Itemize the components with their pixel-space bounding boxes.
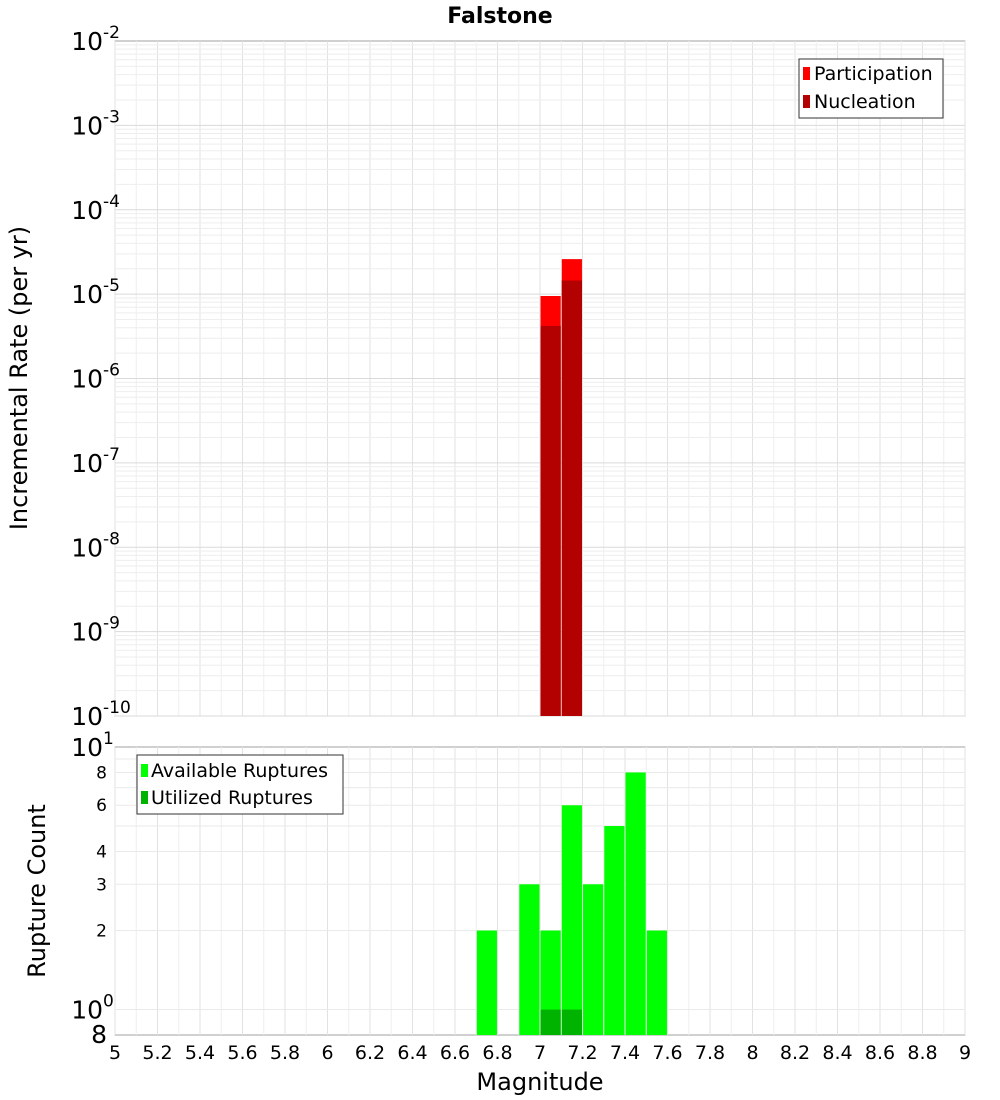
y-tick-exponent: -10 [103,698,131,718]
x-tick-label: 6 [321,1042,333,1064]
legend-swatch-participation [803,67,810,80]
y-tick-label: 8 [96,763,107,783]
x-tick-label: 5.8 [270,1042,300,1064]
x-tick-label: 7.6 [652,1042,682,1064]
rupture-count-y-axis-label: Rupture Count [23,804,51,978]
x-tick-label: 6.2 [355,1042,385,1064]
x-tick-label: 8 [746,1042,758,1064]
y-tick-exponent: -7 [103,445,120,465]
y-tick-exponent: -3 [103,107,120,127]
bar-available-ruptures [646,930,667,1035]
legend-swatch-nucleation [803,95,810,108]
x-tick-label: 9 [959,1042,971,1064]
y-tick-exponent: 1 [103,729,114,749]
x-tick-label: 5.4 [185,1042,215,1064]
incremental-rate-panel: 10-210-310-410-510-610-710-810-910-10 In… [5,23,966,731]
magnitude-x-ticks: 5 5.2 5.4 5.6 5.8 6 6.2 6.4 6.6 6.8 7 7.2 7.4 7.6 7.8 8… [109,1042,971,1064]
incremental-rate-grid [114,41,966,717]
x-tick-label: 7.8 [695,1042,725,1064]
y-tick-label: 10 [71,111,103,140]
y-tick-label: 8 [91,1020,107,1049]
legend-label-available-ruptures: Available Ruptures [151,760,328,782]
legend-swatch-available-ruptures [141,764,148,777]
bar-nucleation [540,325,561,716]
y-tick-label: 10 [71,365,103,394]
x-tick-label: 5 [109,1042,121,1064]
y-tick-label: 2 [96,922,107,942]
x-tick-label: 7.2 [567,1042,597,1064]
incremental-rate-bars [540,259,582,716]
bar-available-ruptures [604,826,625,1035]
bar-available-ruptures [519,884,540,1035]
incremental-rate-legend-box [798,58,944,119]
x-tick-label: 8.4 [822,1042,852,1064]
bar-utilized-ruptures [540,1009,561,1035]
incremental-rate-y-ticks: 10-210-310-410-510-610-710-810-910-10 [71,23,131,731]
y-tick-exponent: -6 [103,361,120,381]
bar-available-ruptures [540,930,561,1035]
magnitude-x-axis-label: Magnitude [476,1068,603,1096]
x-tick-label: 8.6 [865,1042,895,1064]
rupture-count-legend-box [136,754,344,815]
y-tick-label: 10 [71,618,103,647]
y-tick-label: 10 [71,733,103,762]
x-tick-label: 7 [534,1042,546,1064]
y-tick-label: 10 [71,449,103,478]
bar-available-ruptures [476,930,497,1035]
x-tick-label: 8.2 [780,1042,810,1064]
incremental-rate-y-axis-label: Incremental Rate (per yr) [5,226,33,530]
legend-label-nucleation: Nucleation [814,91,916,113]
y-tick-exponent: 0 [103,992,114,1012]
x-tick-label: 5.2 [142,1042,172,1064]
y-tick-exponent: -9 [103,614,120,634]
bar-nucleation [561,280,582,716]
y-tick-label: 10 [71,280,103,309]
x-tick-label: 6.4 [397,1042,427,1064]
y-tick-exponent: -4 [103,192,120,212]
x-tick-label: 5.6 [227,1042,257,1064]
incremental-rate-legend: Participation Nucleation [798,58,944,119]
bar-utilized-ruptures [561,1009,582,1035]
x-tick-label: 8.8 [907,1042,937,1064]
y-tick-exponent: -5 [103,276,120,296]
x-tick-label: 7.4 [610,1042,640,1064]
y-tick-label: 10 [71,702,103,731]
legend-label-participation: Participation [814,63,933,85]
y-tick-label: 10 [71,533,103,562]
chart-title: Falstone [447,4,552,29]
x-tick-label: 6.6 [440,1042,470,1064]
bar-available-ruptures [583,884,604,1035]
legend-label-utilized-ruptures: Utilized Ruptures [151,787,313,809]
legend-swatch-utilized-ruptures [141,791,148,804]
bar-available-ruptures [625,772,646,1035]
rupture-count-bars [476,772,667,1035]
y-tick-label: 10 [71,196,103,225]
rupture-count-legend: Available Ruptures Utilized Ruptures [136,754,344,815]
x-tick-label: 6.8 [482,1042,512,1064]
y-tick-label: 3 [96,875,107,895]
y-tick-exponent: -2 [103,23,120,43]
y-tick-label: 4 [96,842,107,862]
y-tick-label: 10 [71,996,103,1025]
bar-available-ruptures [561,805,582,1035]
y-tick-label: 10 [71,27,103,56]
y-tick-label: 6 [96,796,107,816]
y-tick-exponent: -8 [103,529,120,549]
